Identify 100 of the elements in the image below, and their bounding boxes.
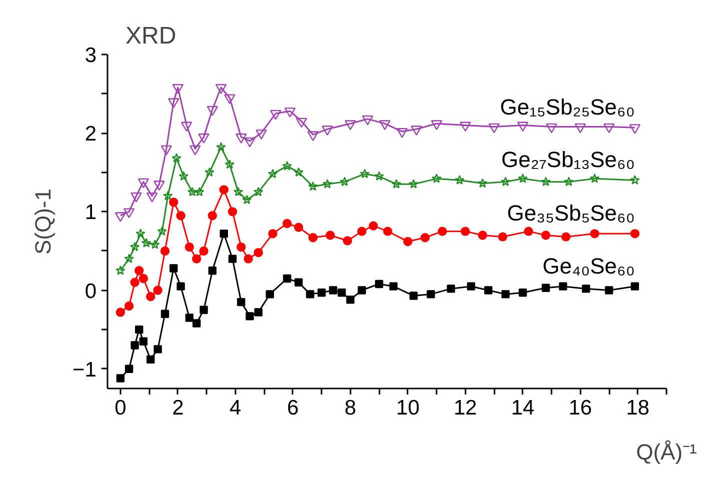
point: [338, 288, 346, 297]
point: [322, 179, 332, 188]
point: [153, 286, 162, 295]
y-tick-label: 1: [84, 201, 97, 224]
point: [130, 192, 142, 202]
point: [389, 282, 398, 290]
point: [139, 337, 148, 346]
point: [540, 176, 551, 186]
point: [454, 175, 464, 184]
series-label: Ge₃₅Sb₅Se₆₀: [507, 200, 635, 226]
point: [208, 211, 217, 220]
point: [357, 226, 366, 236]
point: [220, 230, 228, 238]
chart-title: XRD: [126, 22, 176, 50]
point: [558, 282, 568, 290]
point: [244, 137, 256, 148]
point: [184, 242, 194, 252]
point: [254, 186, 264, 196]
point: [517, 122, 528, 132]
x-tick-label: 10: [396, 396, 420, 420]
series-label: Ge₄₀Se₆₀: [542, 253, 635, 278]
point: [466, 282, 476, 290]
point: [208, 266, 216, 275]
point: [180, 122, 192, 132]
point: [242, 194, 252, 204]
point: [446, 284, 456, 293]
point: [114, 212, 126, 222]
point: [340, 176, 350, 186]
point: [206, 106, 218, 116]
point: [409, 292, 418, 300]
series-label: Ge₁₅Sb₂₅Se₆₀: [500, 94, 635, 120]
point: [582, 284, 590, 293]
point: [228, 254, 237, 263]
point: [488, 123, 500, 134]
point: [322, 126, 333, 136]
point: [391, 179, 402, 188]
point: [426, 290, 435, 298]
point: [603, 123, 615, 134]
point: [564, 176, 574, 186]
point: [130, 278, 140, 287]
y-tick-label: 3: [84, 44, 97, 67]
point: [134, 266, 144, 276]
point: [403, 236, 412, 246]
point: [178, 171, 189, 181]
point: [138, 178, 150, 188]
point: [216, 142, 226, 152]
point: [204, 167, 214, 177]
point: [237, 298, 246, 306]
point: [542, 284, 550, 292]
point: [379, 120, 390, 130]
point: [518, 288, 527, 297]
point: [215, 84, 227, 94]
y-tick-label: −1: [72, 358, 97, 382]
point: [157, 226, 167, 236]
point: [150, 240, 160, 249]
point: [270, 110, 282, 120]
point: [192, 319, 201, 328]
point: [478, 178, 488, 188]
point: [124, 301, 134, 311]
point: [283, 274, 292, 283]
point: [524, 226, 534, 236]
point: [546, 123, 558, 134]
point: [307, 131, 319, 142]
point: [344, 120, 356, 130]
point: [478, 230, 488, 240]
point: [256, 130, 267, 140]
point: [233, 186, 244, 196]
point: [246, 312, 254, 320]
point: [518, 174, 528, 183]
point: [282, 160, 292, 170]
y-tick-label: 0: [84, 280, 97, 303]
point: [168, 98, 180, 108]
point: [460, 226, 470, 236]
point: [146, 292, 156, 302]
point: [410, 126, 422, 136]
point: [604, 286, 614, 294]
point: [629, 124, 640, 134]
point: [130, 341, 139, 350]
point: [154, 345, 162, 354]
point: [574, 123, 586, 134]
point: [190, 145, 201, 156]
point: [500, 176, 510, 186]
x-tick-label: 6: [287, 396, 299, 420]
point: [282, 218, 292, 228]
point: [383, 226, 392, 236]
point: [590, 229, 600, 238]
point: [408, 179, 418, 188]
point: [630, 175, 640, 184]
point: [162, 190, 173, 200]
x-tick-label: 14: [511, 396, 535, 420]
point: [141, 238, 152, 248]
point: [236, 134, 247, 144]
y-axis-title: S(Q)-1: [30, 188, 56, 254]
point: [124, 364, 134, 373]
point: [266, 290, 274, 298]
point: [284, 108, 296, 118]
point: [374, 280, 384, 288]
point: [116, 266, 126, 275]
point: [200, 306, 208, 314]
point: [630, 229, 640, 238]
